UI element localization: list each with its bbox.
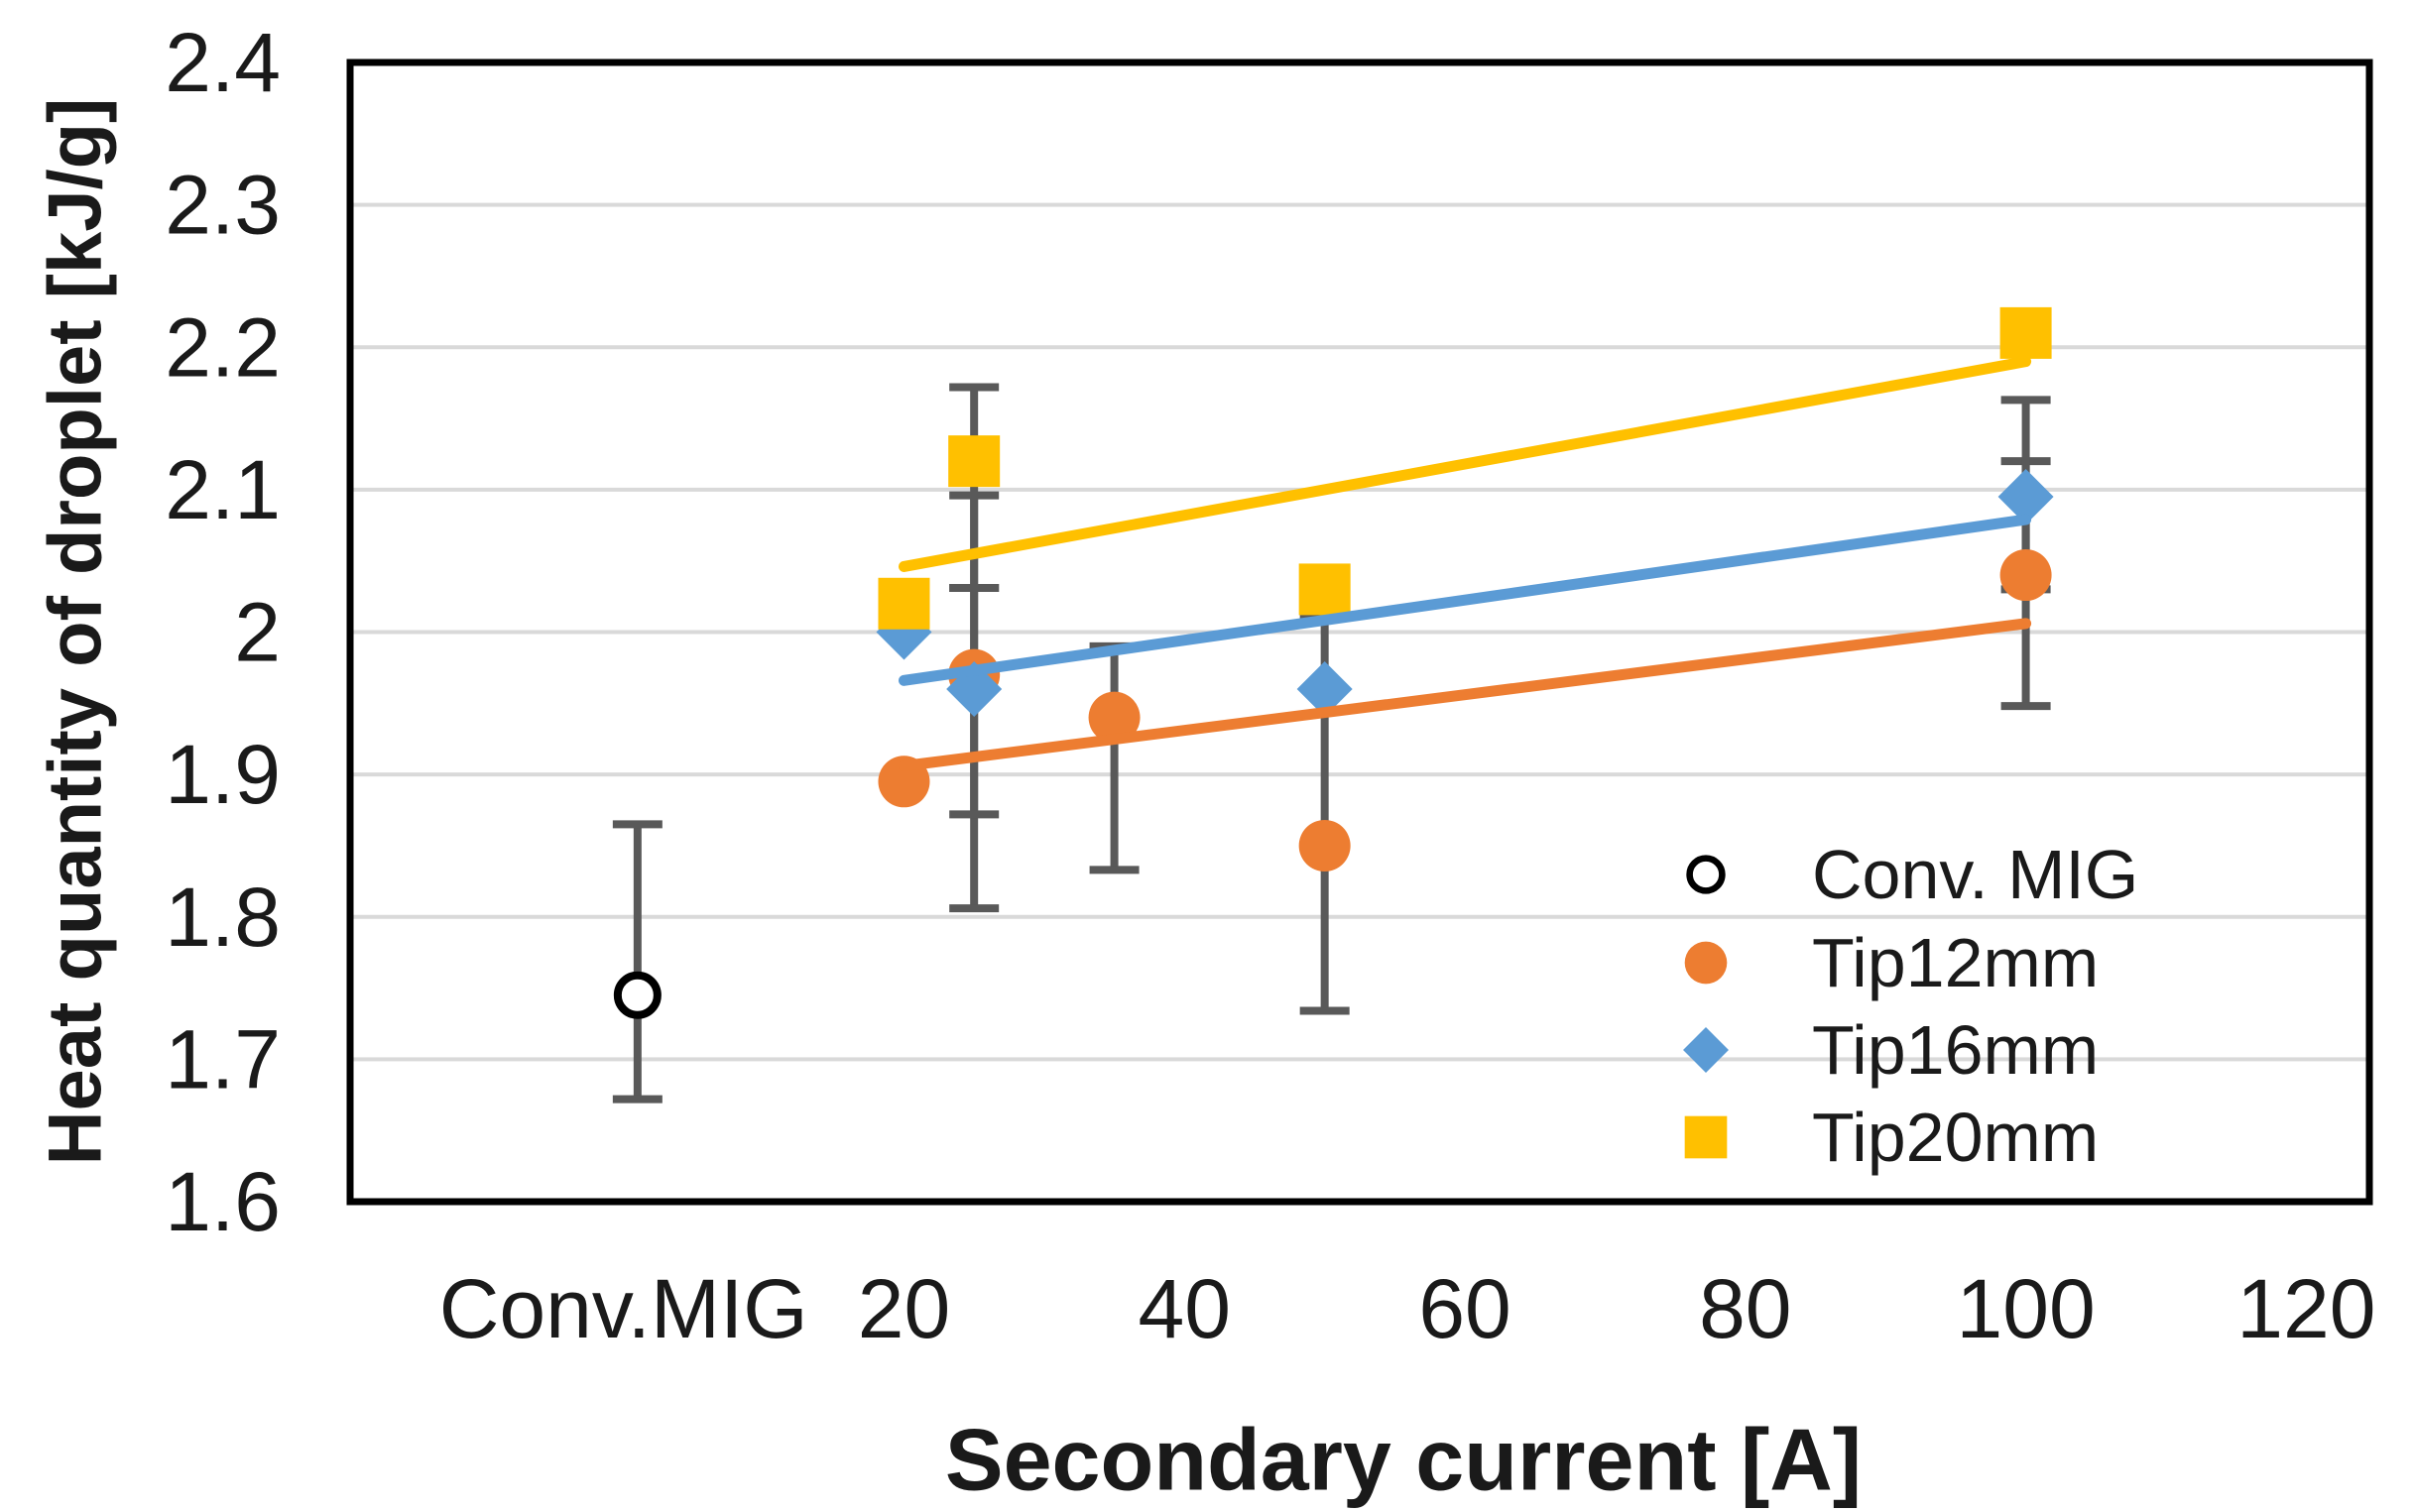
legend-item: Tip16mm: [1683, 1011, 2099, 1089]
data-point-tip20mm: [1999, 306, 2052, 359]
legend-label: Tip16mm: [1812, 1011, 2099, 1089]
circle-legend-icon: [1684, 941, 1728, 985]
x-axis-title: Secondary current [A]: [945, 1411, 1862, 1509]
x-axis-tick-label: 120: [2236, 1262, 2375, 1355]
y-axis-tick-label: 1.8: [165, 871, 281, 964]
data-point-tip16mm: [1296, 660, 1353, 717]
data-point-tip20mm: [1298, 563, 1351, 616]
trendline-tip12mm: [898, 618, 2032, 772]
y-axis-tick-label: 1.9: [165, 728, 281, 821]
legend-label: Conv. MIG: [1812, 836, 2138, 913]
legend-item: Tip12mm: [1684, 924, 2099, 1001]
square-legend-icon: [1684, 1115, 1728, 1159]
y-axis-tick-label: 2.1: [165, 443, 281, 536]
data-point-tip20mm: [878, 577, 930, 630]
legend-label: Tip20mm: [1812, 1099, 2099, 1176]
legend-label: Tip12mm: [1812, 924, 2099, 1001]
x-axis-tick-label: 20: [858, 1262, 950, 1355]
diamond-legend-icon: [1683, 1027, 1729, 1073]
error-bar-convmig: [612, 820, 663, 1104]
x-axis-tick-label: 60: [1418, 1262, 1510, 1355]
y-axis-tick-label: 1.6: [165, 1155, 281, 1248]
data-point-tip16mm: [1997, 469, 2054, 525]
x-axis-tick-label: 40: [1139, 1262, 1231, 1355]
trendline-tip20mm: [898, 356, 2032, 572]
data-point-tip12mm: [1999, 549, 2052, 602]
open-circle-legend-icon: [1686, 855, 1726, 894]
data-point-convmig: [613, 971, 662, 1019]
data-point-tip12mm: [1088, 691, 1141, 744]
x-axis-tick-label: 100: [1957, 1262, 2096, 1355]
trendline-tip16mm: [898, 514, 2032, 686]
x-axis-tick-label: 80: [1699, 1262, 1791, 1355]
y-axis-title: Heat quantity of droplet [kJ/g]: [34, 98, 118, 1166]
y-axis-tick-label: 2.3: [165, 159, 281, 252]
y-axis-tick-label: 2.4: [165, 16, 281, 109]
y-axis-tick-label: 2: [234, 586, 281, 679]
x-axis-tick-label: Conv.MIG: [439, 1262, 808, 1355]
legend: Conv. MIG Tip12mm Tip16mm Tip20mm: [1683, 836, 2138, 1176]
legend-item: Conv. MIG: [1686, 836, 2138, 913]
legend-item: Tip20mm: [1684, 1099, 2099, 1176]
data-point-tip12mm: [1298, 819, 1351, 872]
y-axis-tick-label: 2.2: [165, 300, 281, 394]
data-point-tip20mm: [948, 435, 1001, 488]
plot-border: [346, 58, 2373, 1206]
y-axis-tick-label: 1.7: [165, 1012, 281, 1105]
